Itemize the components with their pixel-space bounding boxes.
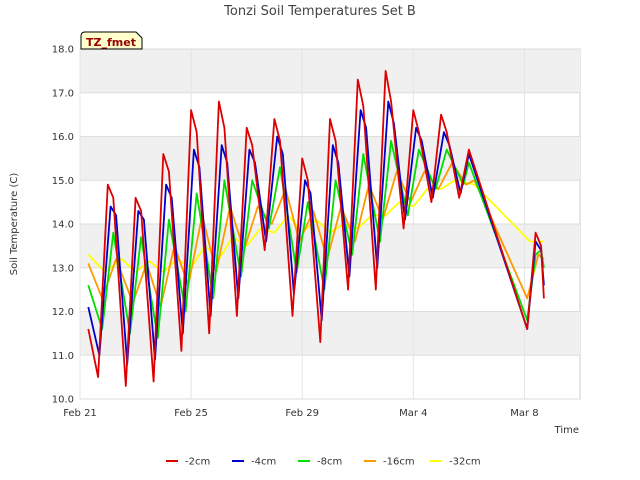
tag-box: TZ_fmet xyxy=(80,31,143,50)
y-tick-label: 11.0 xyxy=(52,351,74,362)
series-line-2cmcm xyxy=(87,70,545,387)
y-tick-label: 14.0 xyxy=(52,220,74,231)
y-tick-label: 18.0 xyxy=(52,45,74,56)
x-tick-label: Feb 29 xyxy=(285,408,319,419)
y-tick-label: 15.0 xyxy=(52,176,74,187)
chart-title: Tonzi Soil Temperatures Set B xyxy=(223,4,416,19)
series-line-8cmcm xyxy=(87,140,545,339)
tag-label: TZ_fmet xyxy=(86,36,136,49)
y-tick-label: 13.0 xyxy=(52,263,74,274)
series-line-4cmcm xyxy=(87,100,545,365)
grid-band xyxy=(80,136,580,181)
legend-label: -2cm xyxy=(185,457,210,468)
y-tick-label: 17.0 xyxy=(52,88,74,99)
grid-band xyxy=(80,311,580,356)
y-tick-label: 12.0 xyxy=(52,307,74,318)
legend-label: -4cm xyxy=(251,457,276,468)
x-axis-ticks: Feb 21 Feb 25 Feb 29 Mar 4 Mar 8 xyxy=(63,408,538,419)
y-tick-label: 10.0 xyxy=(52,395,74,406)
x-tick-label: Mar 4 xyxy=(399,408,427,419)
series-line-16cmcm xyxy=(87,161,545,308)
legend-label: -8cm xyxy=(317,457,342,468)
x-tick-label: Mar 8 xyxy=(510,408,538,419)
legend: -2cm -4cm -8cm -16cm -32cm xyxy=(166,457,481,468)
legend-label: -32cm xyxy=(449,457,481,468)
tag-shape xyxy=(80,31,143,50)
y-axis-label: Soil Temperature (C) xyxy=(9,173,20,276)
x-tick-label: Feb 21 xyxy=(63,408,97,419)
legend-label: -16cm xyxy=(383,457,415,468)
series-lines xyxy=(87,70,545,387)
x-tick-label: Feb 25 xyxy=(174,408,208,419)
y-axis-ticks: 10.0 11.0 12.0 13.0 14.0 15.0 16.0 17.0 18.0 xyxy=(52,45,74,406)
grid-band xyxy=(80,49,580,93)
x-axis-label: Time xyxy=(554,425,579,436)
y-tick-label: 16.0 xyxy=(52,132,74,143)
